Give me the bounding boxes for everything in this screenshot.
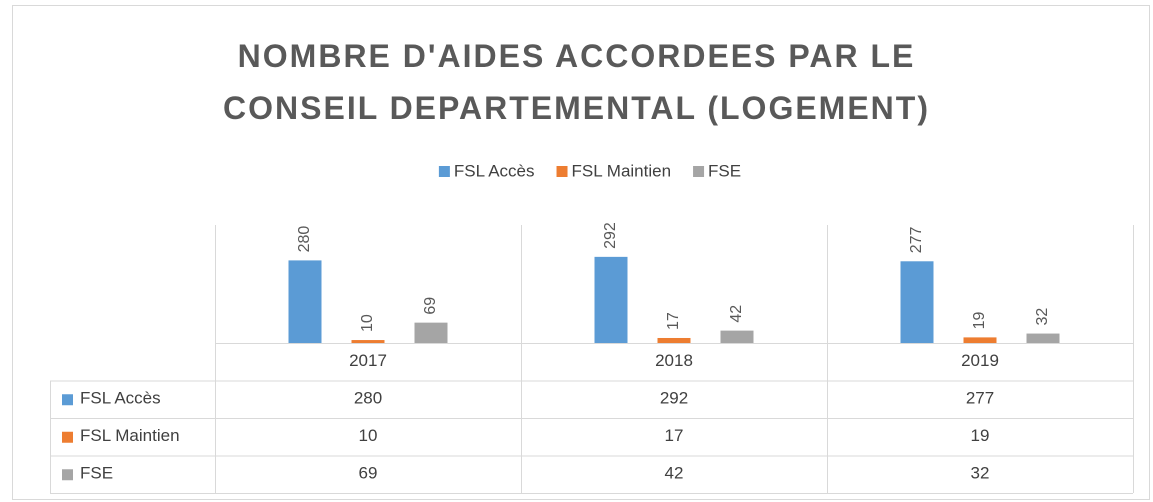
x-tick-label: 2019 (961, 351, 999, 370)
data-label: 69 (422, 297, 439, 315)
legend-label: FSL Accès (454, 161, 535, 180)
legend-key (556, 166, 568, 177)
x-tick-label: 2017 (349, 351, 387, 370)
table-cell: 69 (359, 464, 378, 483)
bar (900, 261, 934, 343)
bar (657, 337, 691, 343)
table-cell: 277 (966, 389, 994, 408)
legend-label: FSE (708, 161, 741, 180)
table-cell: 19 (971, 426, 990, 445)
table-cell: 42 (665, 464, 684, 483)
data-label: 280 (296, 226, 313, 253)
table-row-label: FSL Maintien (80, 426, 180, 445)
data-label: 17 (665, 312, 682, 330)
legend-key (693, 166, 705, 177)
table-row-label: FSL Accès (80, 389, 161, 408)
bar (351, 340, 385, 343)
bar (288, 260, 322, 343)
table-cell: 17 (665, 426, 684, 445)
data-label: 32 (1034, 308, 1051, 326)
legend-label: FSL Maintien (572, 161, 672, 180)
chart-border (12, 5, 1150, 500)
table-cell: 280 (354, 389, 382, 408)
table-row-label: FSE (80, 464, 113, 483)
data-label: 10 (359, 314, 376, 332)
data-label: 19 (971, 311, 988, 329)
bar (963, 337, 997, 343)
legend-key (438, 166, 450, 177)
bar (594, 256, 628, 343)
table-cell: 32 (971, 464, 990, 483)
table-cell: 10 (359, 426, 378, 445)
data-label: 277 (908, 226, 925, 253)
table-legend-key (62, 394, 73, 406)
chart-title: NOMBRE D'AIDES ACCORDEES PAR LE CONSEIL … (223, 38, 930, 126)
table-legend-key (62, 469, 73, 481)
bar (1026, 333, 1060, 343)
bar (720, 330, 754, 343)
data-label: 292 (602, 222, 619, 249)
table-legend-key (62, 431, 73, 443)
bar (414, 322, 448, 343)
data-label: 42 (728, 305, 745, 323)
table-cell: 292 (660, 389, 688, 408)
x-tick-label: 2018 (655, 351, 693, 370)
